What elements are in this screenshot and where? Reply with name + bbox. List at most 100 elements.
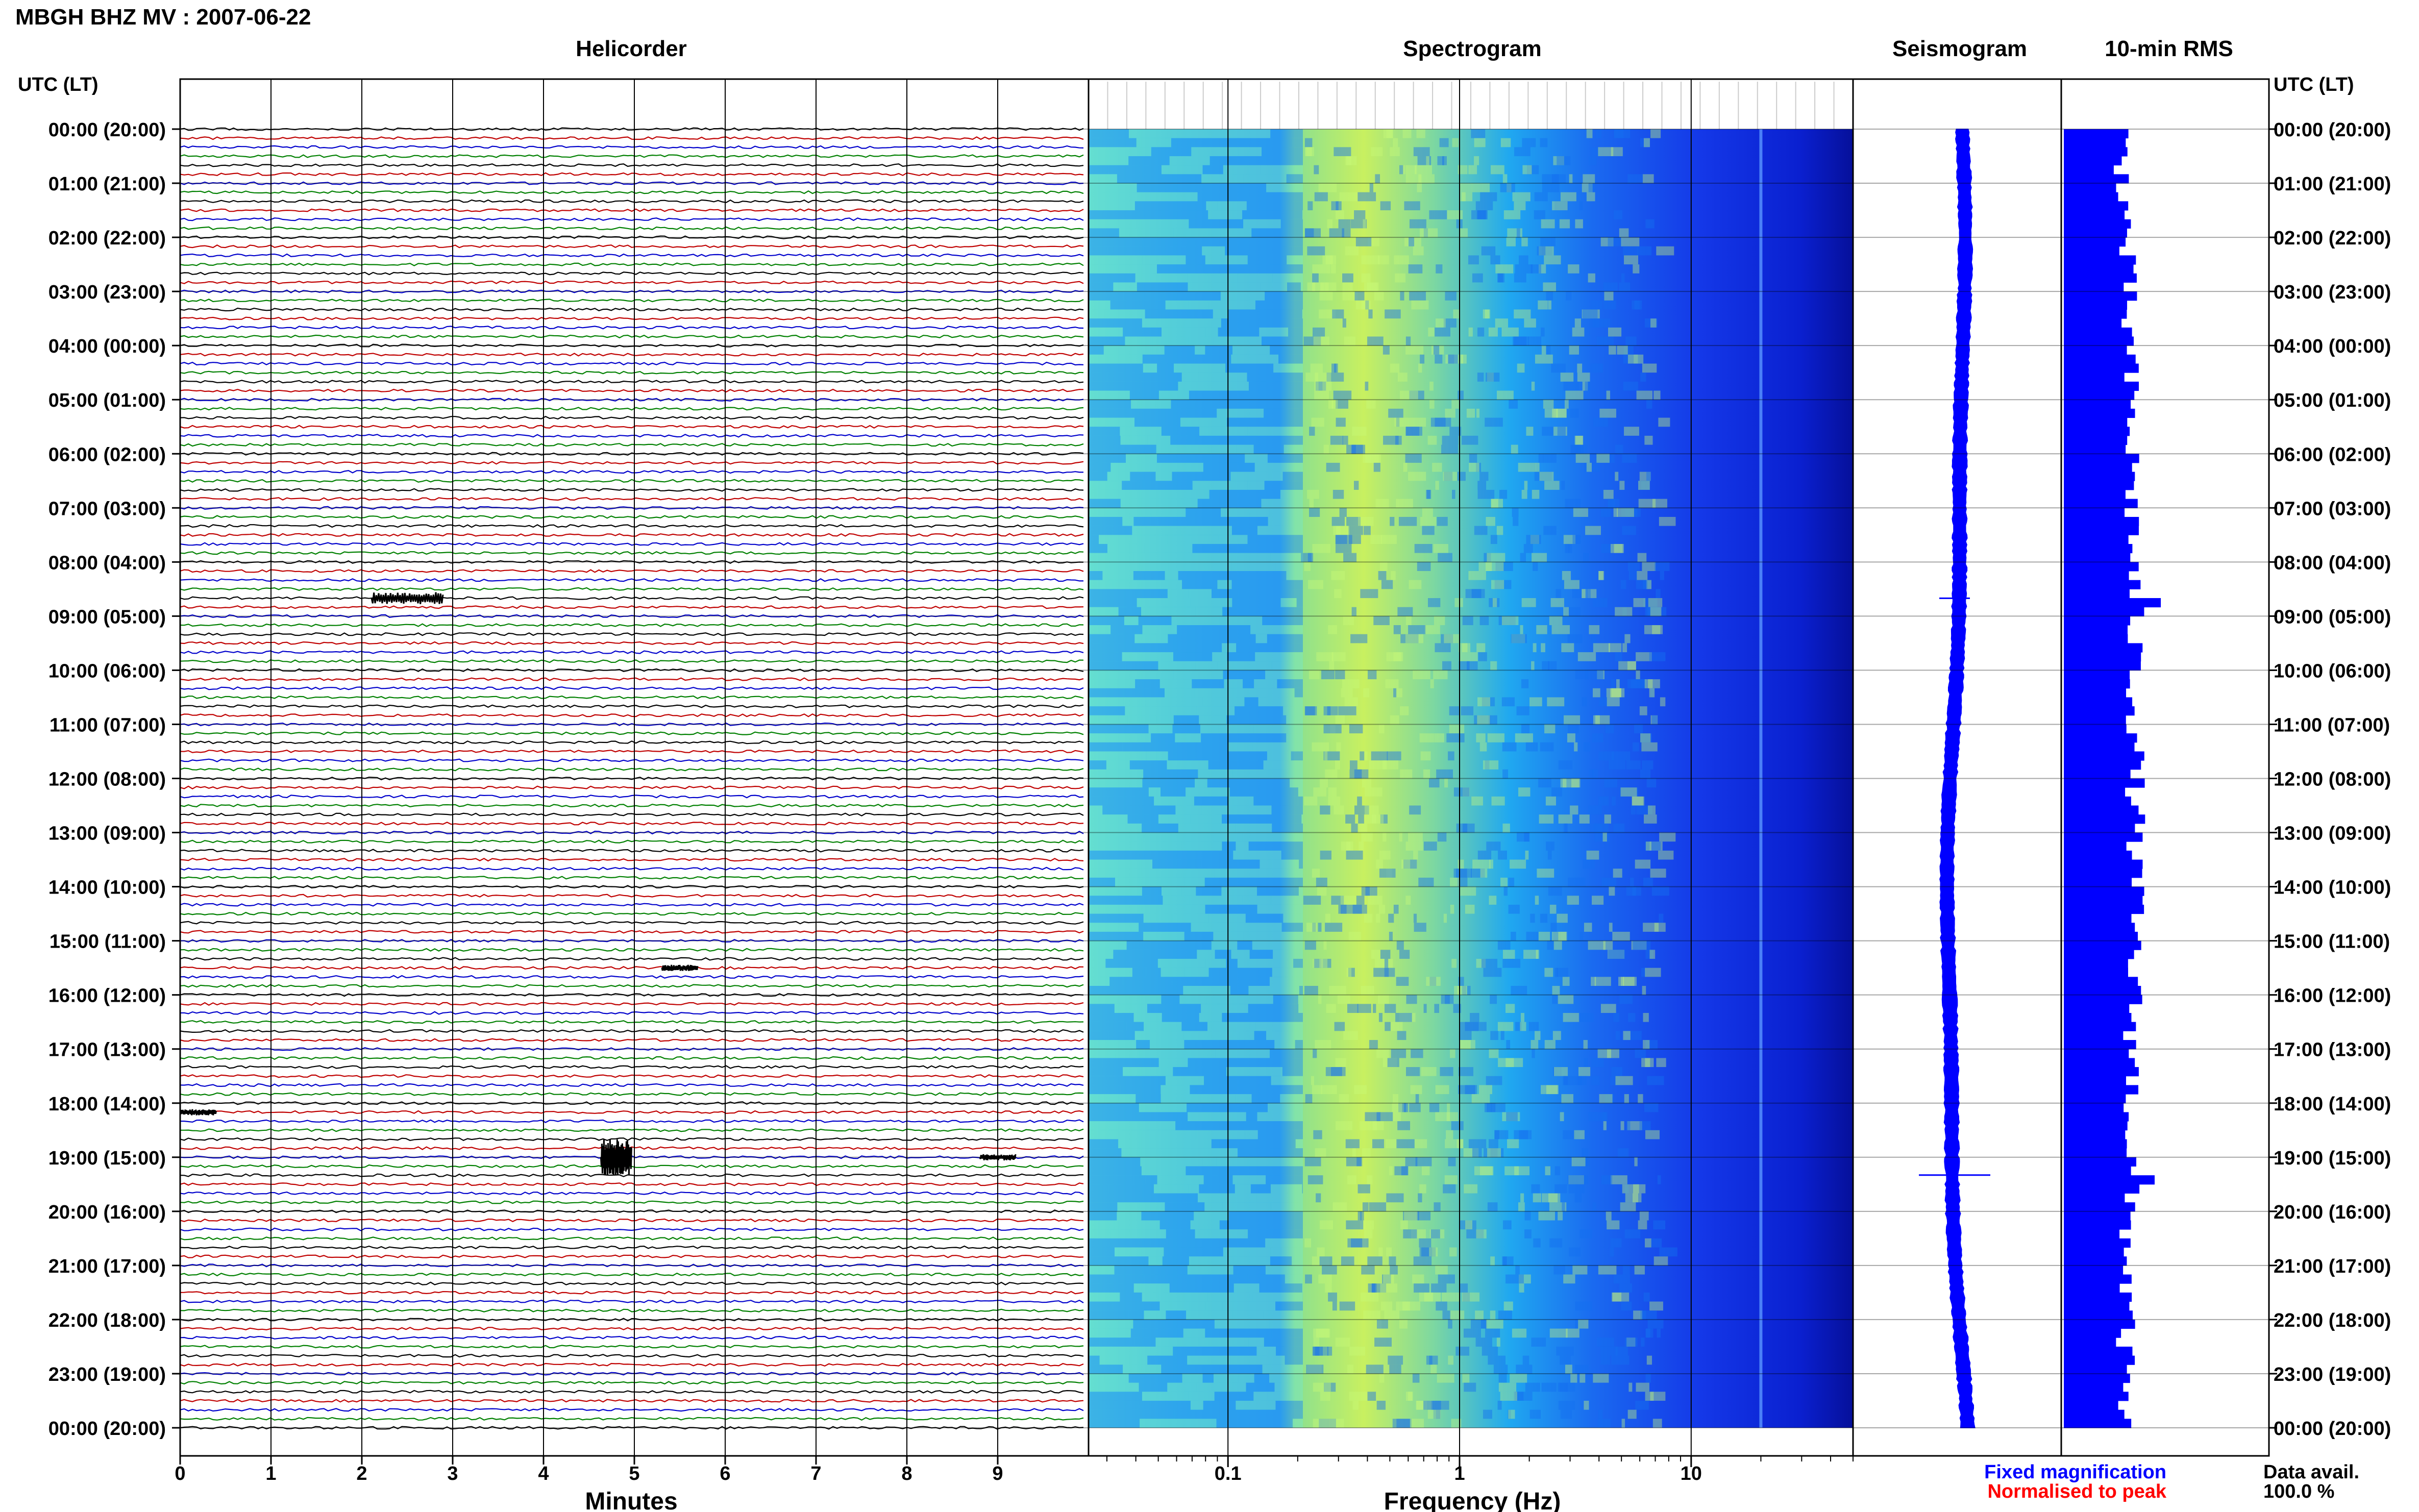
spectrogram-cell [1583,1157,1590,1167]
rms-bar [2064,787,2126,797]
spectrogram-cell [1231,553,1271,562]
spectrogram-cell [1200,390,1232,400]
spectrogram-cell [1419,1184,1426,1194]
spectrogram-cell [1281,1247,1303,1257]
spectrogram-cell [1195,345,1205,355]
spectrogram-cell [1229,787,1283,797]
spectrogram-cell [1221,1175,1233,1184]
spectrogram-cell [1089,1400,1105,1410]
spectrogram-cell [1563,607,1569,616]
spectrogram-cell [1406,1392,1413,1401]
spectrogram-cell [1142,1292,1159,1302]
spectrogram-cell [1553,940,1562,950]
spectrogram-cell [1450,877,1460,887]
rms-bar [2064,769,2131,779]
spectrogram-cell [1400,634,1419,643]
spectrogram-cell [1242,896,1271,905]
spectrogram-cell [1592,318,1611,328]
spectrogram-cell [1402,1301,1421,1311]
spectrogram-cell [1405,345,1424,355]
time-label-left: 21:00 (17:00) [48,1256,166,1277]
spectrogram-cell [1445,291,1457,301]
spectrogram-cell [1156,210,1208,219]
spectrogram-cell [1497,1400,1502,1410]
spectrogram-cell [1659,913,1664,923]
spectrogram-cell [1593,1373,1609,1383]
spectrogram-cell [1123,1067,1173,1076]
spectrogram-cell [1089,1265,1115,1275]
spectrogram-cell [1459,1031,1472,1040]
rms-bar [2064,354,2136,364]
rms-bar [2064,1022,2136,1031]
spectrogram-cell [1211,444,1237,454]
spectrogram-cell [1089,1292,1120,1302]
spectrogram-cell [1143,913,1172,923]
helicorder-trace [180,767,1084,772]
spectrogram-cell [1478,652,1487,661]
spectrogram-cell [1342,318,1346,328]
spectrogram-cell [1551,363,1566,373]
spectrogram-cell [1548,661,1557,671]
helicorder-trace [180,388,1084,393]
spectrogram-cell [1413,670,1430,680]
spectrogram-cell [1348,526,1363,535]
spectrogram-cell [1200,859,1246,869]
spectrogram-cell [1188,1184,1199,1194]
spectrogram-cell [1232,1175,1266,1184]
spectrogram-cell [1367,237,1379,246]
spectrogram-cell [1450,1049,1455,1058]
spectrogram-cell [1530,913,1535,923]
spectrogram-cell [1511,634,1527,643]
spectrogram-cell [1612,1292,1630,1302]
spectrogram-cell [1638,499,1656,508]
spectrogram-cell [1558,931,1566,941]
spectrogram-cell [1192,1247,1223,1257]
spectrogram-cell [1660,697,1666,707]
spectrogram-cell [1253,444,1284,454]
time-label-right: 15:00 (11:00) [2274,931,2390,953]
spectrogram-cell [1319,1419,1336,1428]
spectrogram-cell [1510,859,1526,869]
spectrogram-cell [1634,724,1643,734]
spectrogram-cell [1089,1373,1104,1383]
spectrogram-cell [1390,516,1395,526]
spectrogram-cell [1459,643,1471,653]
spectrogram-cell [1409,237,1415,246]
spectrogram-cell [1431,1283,1447,1293]
spectrogram-cell [1605,1094,1614,1103]
spectrogram-cell [1089,859,1131,869]
spectrogram-cell [1522,165,1532,175]
spectrogram-cell [1243,679,1254,688]
spectrogram-cell [1429,778,1440,788]
rms-bar [2064,1337,2116,1347]
spectrogram-cell [1592,688,1600,698]
helicorder-trace [180,1128,1084,1132]
helicorder-trace [180,1137,1084,1142]
spectrogram-cell [1194,832,1243,842]
spectrogram-cell [1195,1031,1240,1040]
spectrogram-cell [1217,408,1264,418]
spectrogram-cell [1644,1103,1659,1112]
time-label-left: 17:00 (13:00) [48,1039,166,1061]
helicorder-trace [180,1272,1084,1277]
spectrogram-cell [1212,652,1227,661]
spectrogram-cell [1306,147,1314,157]
spectrogram-cell [1461,706,1474,715]
spectrogram-cell [1396,417,1400,427]
spectrogram-cell [1299,931,1303,941]
spectrogram-cell [1167,760,1208,770]
spectrogram-cell [1257,526,1303,535]
helicorder-tick-label: 6 [720,1463,730,1484]
spectrogram-cell [1283,769,1303,779]
spectrogram-cell [1339,192,1357,202]
spectrogram-cell [1089,336,1125,346]
spectrogram-cell [1630,877,1634,887]
spectrogram-cell [1104,309,1145,319]
spectrogram-cell [1089,841,1110,851]
spectrogram-cell [1512,192,1531,202]
spectrogram-cell [1105,958,1158,968]
spectrogram-cell [1333,526,1350,535]
spectrogram-cell [1299,859,1303,869]
spectrogram-cell [1159,1301,1190,1311]
spectrogram-cell [1161,165,1176,175]
